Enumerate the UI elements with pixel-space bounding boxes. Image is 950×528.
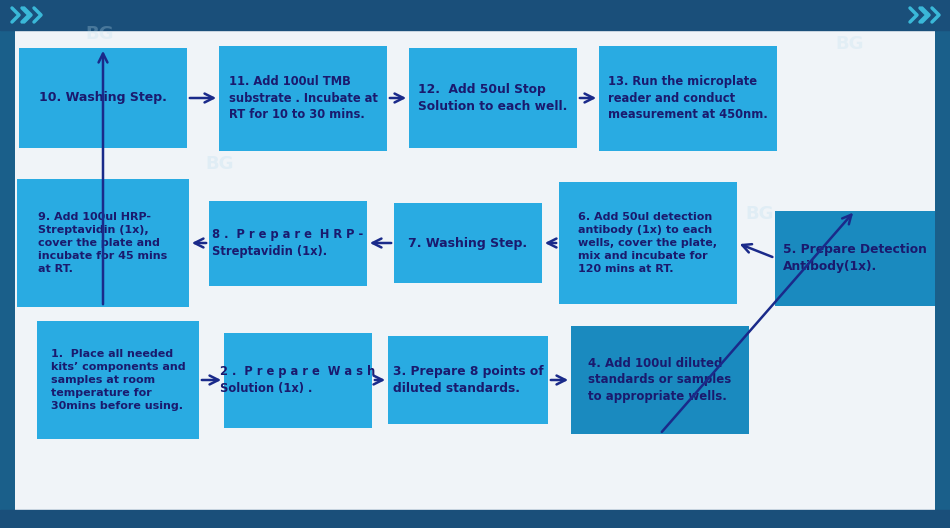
Bar	[0, 510, 950, 528]
Text: BG: BG	[836, 35, 864, 53]
Text: BG: BG	[206, 155, 235, 173]
FancyBboxPatch shape	[19, 48, 187, 148]
Bar	[0, 0, 950, 30]
FancyBboxPatch shape	[209, 201, 367, 286]
Text: 5. Prepare Detection
Antibody(1x).: 5. Prepare Detection Antibody(1x).	[783, 243, 927, 273]
Text: 13. Run the microplate
reader and conduct
measurement at 450nm.: 13. Run the microplate reader and conduc…	[608, 75, 768, 121]
Text: 2 .  P r e p a r e  W a s h
Solution (1x) .: 2 . P r e p a r e W a s h Solution (1x) …	[220, 365, 375, 395]
FancyBboxPatch shape	[15, 18, 935, 510]
Text: 11. Add 100ul TMB
substrate . Incubate at
RT for 10 to 30 mins.: 11. Add 100ul TMB substrate . Incubate a…	[229, 75, 377, 121]
FancyBboxPatch shape	[219, 45, 387, 150]
FancyBboxPatch shape	[224, 333, 372, 428]
Text: 8 .  P r e p a r e  H R P -
Streptavidin (1x).: 8 . P r e p a r e H R P - Streptavidin (…	[213, 228, 364, 258]
Text: 10. Washing Step.: 10. Washing Step.	[39, 91, 167, 105]
Text: 12.  Add 50ul Stop
Solution to each well.: 12. Add 50ul Stop Solution to each well.	[418, 83, 568, 113]
FancyBboxPatch shape	[37, 321, 199, 439]
FancyBboxPatch shape	[571, 326, 749, 434]
FancyBboxPatch shape	[599, 45, 777, 150]
FancyBboxPatch shape	[394, 203, 542, 283]
FancyBboxPatch shape	[409, 48, 577, 148]
FancyBboxPatch shape	[775, 211, 935, 306]
Text: 3. Prepare 8 points of
diluted standards.: 3. Prepare 8 points of diluted standards…	[392, 365, 543, 395]
Text: 4. Add 100ul diluted
standards or samples
to appropriate wells.: 4. Add 100ul diluted standards or sample…	[588, 357, 732, 403]
Text: BG: BG	[746, 205, 774, 223]
FancyBboxPatch shape	[559, 182, 737, 304]
FancyBboxPatch shape	[388, 336, 548, 424]
Text: 1.  Place all needed
kits’ components and
samples at room
temperature for
30mins: 1. Place all needed kits’ components and…	[50, 350, 185, 411]
FancyBboxPatch shape	[17, 179, 189, 307]
Text: 9. Add 100ul HRP-
Streptavidin (1x),
cover the plate and
incubate for 45 mins
at: 9. Add 100ul HRP- Streptavidin (1x), cov…	[38, 212, 167, 274]
Text: 7. Washing Step.: 7. Washing Step.	[408, 237, 527, 250]
Text: 6. Add 50ul detection
antibody (1x) to each
wells, cover the plate,
mix and incu: 6. Add 50ul detection antibody (1x) to e…	[579, 212, 717, 274]
Text: BG: BG	[86, 25, 114, 43]
